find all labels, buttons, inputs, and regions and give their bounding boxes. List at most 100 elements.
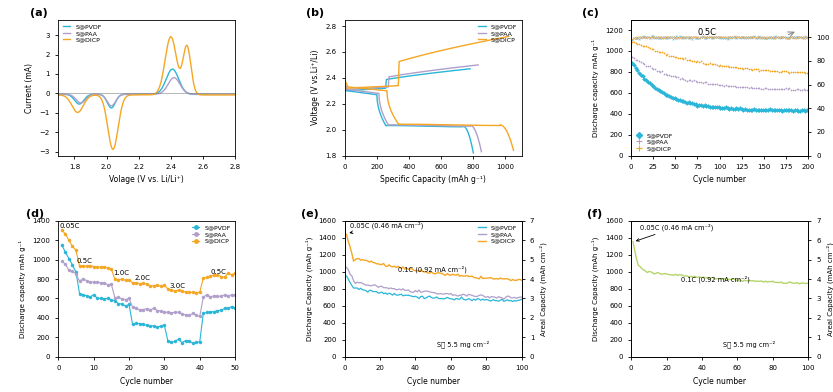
Point [756,34,770,40]
Point [774,69,787,75]
Point [728,34,741,40]
Point [791,107,805,114]
Point [753,85,766,91]
Point [788,34,801,41]
Point [629,34,642,41]
Point [706,82,720,88]
Point [641,63,655,69]
Point [670,96,683,102]
Point [737,34,751,40]
Point [668,53,681,60]
Point [783,34,796,41]
Text: 0.05C (0.46 mA cm⁻²): 0.05C (0.46 mA cm⁻²) [350,221,423,234]
Point [749,35,762,42]
Point [686,34,699,40]
Point [767,34,781,40]
Point [742,34,756,40]
Point [656,34,669,41]
Point [629,35,642,41]
Point [645,82,658,88]
Point [682,99,696,105]
Point [758,85,771,91]
Y-axis label: Areal Capacity (mAh cm⁻²): Areal Capacity (mAh cm⁻²) [826,242,833,336]
Point [793,87,806,93]
X-axis label: Specific Capacity (mAh g⁻¹): Specific Capacity (mAh g⁻¹) [380,176,486,184]
Point [767,35,781,41]
Y-axis label: Discharge capacity mAh g⁻¹: Discharge capacity mAh g⁻¹ [19,240,27,338]
Point [776,68,789,74]
Point [673,96,686,103]
Point [777,68,791,74]
Point [689,59,702,65]
Point [676,75,690,82]
Point [725,34,738,41]
Point [673,33,686,39]
Point [703,103,716,110]
Point [705,61,718,67]
Point [632,36,646,42]
Point [676,98,690,104]
Point [709,34,722,40]
Point [790,86,803,93]
Point [733,34,746,40]
Point [721,34,734,40]
Point [646,34,660,40]
Point [656,34,669,40]
Point [714,82,727,89]
Point [799,34,812,40]
Point [643,44,656,51]
Point [728,64,741,70]
Legend: S@PVDF, S@PAA, S@DICP: S@PVDF, S@PAA, S@DICP [477,224,518,245]
Point [769,33,782,39]
Point [728,33,741,40]
Legend: S@PVDF, S@PAA, S@DICP: S@PVDF, S@PAA, S@DICP [477,23,518,44]
Point [692,34,706,41]
Point [761,35,775,41]
Point [626,60,639,66]
Point [657,49,671,56]
Point [783,107,796,114]
Point [651,34,664,41]
Point [797,69,811,75]
Point [733,84,746,91]
Point [755,34,768,40]
Point [646,46,660,53]
Point [641,79,655,85]
Point [696,102,710,109]
Point [760,35,773,41]
Point [666,36,680,42]
Point [799,108,812,114]
Point [706,61,720,67]
Point [714,105,727,111]
Point [749,66,762,72]
Point [760,34,773,41]
Text: 3.0C: 3.0C [170,283,186,289]
Point [758,107,771,113]
Point [682,34,696,41]
Point [756,67,770,73]
Point [747,33,761,40]
Point [668,73,681,79]
Point [711,81,724,87]
Point [774,34,787,40]
Point [772,34,786,40]
Text: (b): (b) [306,7,324,18]
Point [692,35,706,41]
Point [657,90,671,96]
Point [786,107,800,114]
Point [714,34,727,41]
Point [747,106,761,113]
Point [695,34,708,40]
Point [632,34,646,40]
Y-axis label: Discharge Capacity (mAh g⁻¹): Discharge Capacity (mAh g⁻¹) [591,236,599,341]
Point [638,33,651,39]
Point [684,76,697,83]
Point [654,34,667,41]
Point [779,68,792,74]
Point [769,86,782,92]
Point [785,107,798,113]
Point [671,34,685,40]
Point [701,103,715,109]
Point [742,66,756,72]
Text: 1.0C: 1.0C [113,270,129,276]
